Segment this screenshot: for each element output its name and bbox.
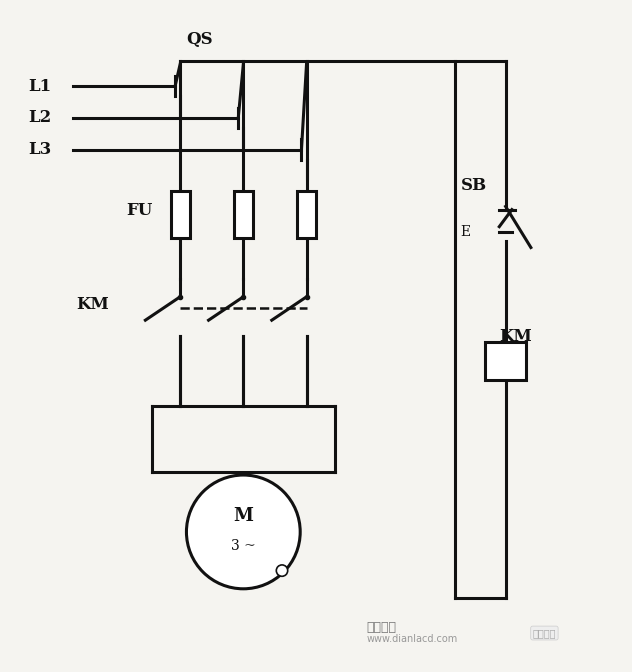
Text: L2: L2: [28, 110, 52, 126]
Text: KM: KM: [76, 296, 109, 313]
Text: SB: SB: [461, 177, 487, 194]
Text: FU: FU: [126, 202, 153, 219]
Text: KM: KM: [499, 329, 532, 345]
Bar: [297, 191, 316, 238]
Text: QS: QS: [186, 32, 213, 48]
Text: L3: L3: [28, 141, 52, 158]
Bar: [171, 191, 190, 238]
Text: L1: L1: [28, 78, 52, 95]
Text: E: E: [461, 224, 471, 239]
Text: www.dianlacd.com: www.dianlacd.com: [367, 634, 458, 644]
Bar: [485, 342, 526, 380]
Text: 电工天下: 电工天下: [367, 622, 396, 634]
Text: 3 ~: 3 ~: [231, 539, 256, 553]
Circle shape: [186, 475, 300, 589]
Bar: [234, 191, 253, 238]
Circle shape: [276, 565, 288, 577]
Text: M: M: [233, 507, 253, 525]
Text: 电工天下: 电工天下: [533, 628, 556, 638]
